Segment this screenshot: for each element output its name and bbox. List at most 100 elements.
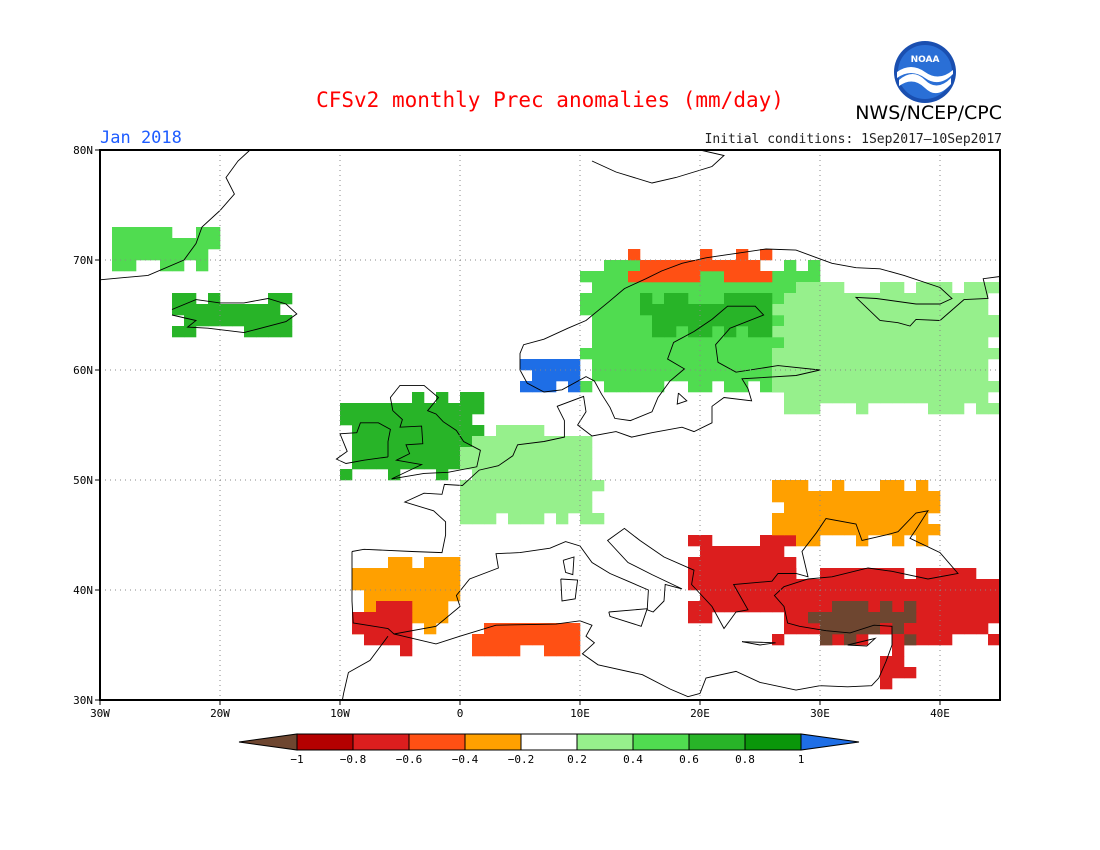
anomaly-cell bbox=[676, 337, 689, 349]
anomaly-cell bbox=[748, 326, 761, 338]
anomaly-cell bbox=[628, 337, 641, 349]
anomaly-cell bbox=[376, 601, 389, 613]
anomaly-cell bbox=[616, 326, 629, 338]
anomaly-cell bbox=[952, 315, 965, 327]
coastline bbox=[519, 248, 1001, 422]
lon-tick-label: 20E bbox=[690, 707, 710, 720]
anomaly-cell bbox=[496, 491, 509, 503]
anomaly-cell bbox=[904, 634, 917, 646]
anomaly-cell bbox=[580, 381, 593, 393]
anomaly-cell bbox=[676, 348, 689, 360]
anomaly-cell bbox=[688, 293, 701, 305]
anomaly-cell bbox=[544, 469, 557, 481]
anomaly-cell bbox=[700, 304, 713, 316]
anomaly-cell bbox=[352, 458, 365, 470]
anomaly-cell bbox=[364, 601, 377, 613]
colorbar-swatch bbox=[408, 733, 466, 751]
anomaly-cell bbox=[760, 546, 773, 558]
anomaly-cell bbox=[532, 469, 545, 481]
anomaly-cell bbox=[508, 502, 521, 514]
anomaly-cell bbox=[772, 557, 785, 569]
anomaly-cell bbox=[700, 546, 713, 558]
anomaly-cell bbox=[904, 381, 917, 393]
anomaly-cell bbox=[412, 425, 425, 437]
anomaly-cell bbox=[436, 458, 449, 470]
anomaly-cell bbox=[400, 458, 413, 470]
anomaly-cell bbox=[964, 337, 977, 349]
anomaly-cell bbox=[856, 359, 869, 371]
anomaly-cell bbox=[160, 249, 173, 261]
anomaly-cell bbox=[904, 348, 917, 360]
anomaly-cell bbox=[820, 370, 833, 382]
anomaly-cell bbox=[820, 381, 833, 393]
anomaly-cell bbox=[712, 337, 725, 349]
anomaly-cell bbox=[400, 403, 413, 415]
anomaly-cell bbox=[784, 359, 797, 371]
anomaly-cell bbox=[172, 293, 185, 305]
anomaly-cell bbox=[688, 612, 701, 624]
anomaly-cell bbox=[532, 425, 545, 437]
anomaly-cell bbox=[652, 359, 665, 371]
anomaly-cell bbox=[880, 524, 893, 536]
anomaly-cell bbox=[604, 326, 617, 338]
anomaly-cell bbox=[760, 249, 773, 261]
anomaly-cell bbox=[928, 502, 941, 514]
anomaly-cell bbox=[508, 623, 521, 635]
anomaly-cell bbox=[544, 436, 557, 448]
anomaly-cell bbox=[724, 337, 737, 349]
anomaly-cell bbox=[892, 579, 905, 591]
anomaly-cell bbox=[520, 502, 533, 514]
anomaly-cell bbox=[508, 513, 521, 525]
anomaly-cell bbox=[772, 315, 785, 327]
anomaly-cell bbox=[784, 304, 797, 316]
anomaly-cell bbox=[760, 359, 773, 371]
anomaly-cell bbox=[808, 612, 821, 624]
anomaly-cell bbox=[160, 238, 173, 250]
anomaly-cell bbox=[856, 513, 869, 525]
anomaly-cell bbox=[412, 447, 425, 459]
anomaly-cell bbox=[484, 480, 497, 492]
anomaly-cell bbox=[568, 491, 581, 503]
anomaly-cell bbox=[880, 370, 893, 382]
anomaly-cell bbox=[952, 392, 965, 404]
anomaly-cell bbox=[880, 282, 893, 294]
anomaly-cell bbox=[388, 414, 401, 426]
anomaly-cell bbox=[724, 326, 737, 338]
anomaly-cell bbox=[652, 381, 665, 393]
anomaly-cell bbox=[532, 502, 545, 514]
anomaly-cell bbox=[484, 447, 497, 459]
anomaly-cell bbox=[136, 238, 149, 250]
anomaly-cell bbox=[892, 381, 905, 393]
anomaly-cell bbox=[736, 557, 749, 569]
anomaly-cell bbox=[988, 634, 1001, 646]
anomaly-cell bbox=[844, 304, 857, 316]
anomaly-cell bbox=[652, 337, 665, 349]
anomaly-cell bbox=[520, 469, 533, 481]
anomaly-cell bbox=[220, 304, 233, 316]
anomaly-cell bbox=[820, 579, 833, 591]
anomaly-cell bbox=[832, 480, 845, 492]
anomaly-cell bbox=[556, 469, 569, 481]
anomaly-cell bbox=[796, 293, 809, 305]
anomaly-cell bbox=[856, 612, 869, 624]
anomaly-cell bbox=[808, 403, 821, 415]
anomaly-cell bbox=[760, 590, 773, 602]
anomaly-cell bbox=[172, 304, 185, 316]
colorbar-high-arrow bbox=[800, 733, 860, 751]
anomaly-cell bbox=[664, 326, 677, 338]
anomaly-cell bbox=[832, 623, 845, 635]
anomaly-cell bbox=[832, 612, 845, 624]
anomaly-cell bbox=[796, 480, 809, 492]
anomaly-cell bbox=[964, 579, 977, 591]
anomaly-cell bbox=[844, 502, 857, 514]
anomaly-cell bbox=[832, 568, 845, 580]
anomaly-cell bbox=[652, 370, 665, 382]
anomaly-cell bbox=[508, 436, 521, 448]
anomaly-cell bbox=[208, 304, 221, 316]
anomaly-cell bbox=[460, 513, 473, 525]
colorbar-label: 0.8 bbox=[735, 753, 755, 766]
anomaly-cell bbox=[916, 282, 929, 294]
anomaly-cell bbox=[784, 381, 797, 393]
anomaly-cell bbox=[208, 227, 221, 239]
anomaly-cell bbox=[688, 348, 701, 360]
